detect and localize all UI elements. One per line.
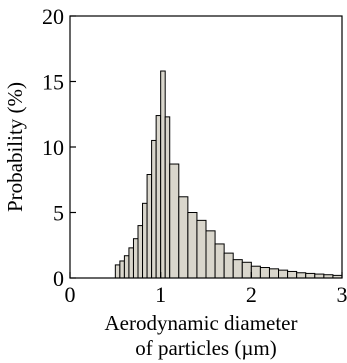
histogram-bar [205,230,216,279]
y-tick-label: 10 [42,135,64,160]
x-axis-label-line-1: Aerodynamic diameter [105,311,298,335]
histogram-bar [196,219,207,279]
histogram-bar [232,259,243,279]
x-tick-label: 3 [337,282,347,307]
x-tick-label: 1 [155,282,166,307]
y-tick-label: 5 [53,201,64,226]
histogram-bar [123,255,130,279]
y-tick-label: 0 [53,266,64,291]
histogram-bar [223,252,234,279]
histogram-bar [214,243,225,279]
y-tick-label: 20 [42,4,64,29]
histogram-bar [296,272,307,279]
histogram-bar [146,174,153,279]
axis-tick-labels: 0 1 2 3 0 5 10 15 20 [42,4,347,307]
x-tick-label: 2 [246,282,257,307]
histogram-bar [187,212,198,279]
histogram-bar [259,267,270,279]
histogram-bar [305,272,316,279]
x-tick-label: 0 [65,282,76,307]
histogram-bar [160,70,166,279]
histogram-bar [278,269,289,279]
histogram-bar [178,196,189,279]
histogram-bar [287,270,298,279]
histogram-bar [268,268,280,279]
histogram-bars [114,70,343,279]
histogram-bar [132,238,139,279]
histogram-bar [128,247,134,279]
histogram-bar [164,116,171,279]
histogram-bar [250,265,261,279]
histogram-bar [169,163,180,279]
axis-ticks [69,15,343,279]
y-axis-label: Probability (%) [3,82,27,212]
histogram-bar [155,115,162,279]
histogram-bar [241,261,252,279]
histogram-bar [151,139,157,279]
histogram-bar [119,260,125,279]
histogram-bar [114,264,121,279]
x-axis-label-line-2: of particles (µm) [135,336,277,360]
histogram-bar [137,225,144,279]
histogram-bar [142,202,148,279]
y-tick-label: 15 [42,70,64,95]
